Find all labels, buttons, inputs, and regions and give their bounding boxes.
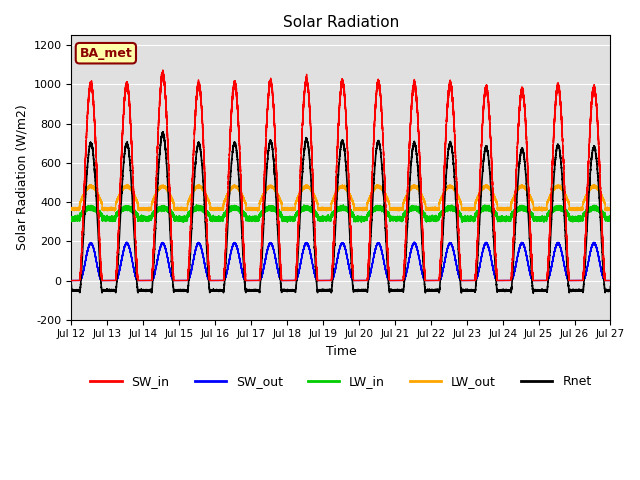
SW_out <box>410 239 418 245</box>
Rnet <box>466 288 474 294</box>
LW_out <box>74 206 82 212</box>
LW_in <box>74 215 82 220</box>
Line: LW_in: LW_in <box>72 204 611 222</box>
Rnet <box>499 287 506 293</box>
Line: SW_in: SW_in <box>72 70 611 280</box>
SW_in <box>68 277 76 283</box>
LW_in <box>466 217 474 223</box>
Legend: SW_in, SW_out, LW_in, LW_out, Rnet: SW_in, SW_out, LW_in, LW_out, Rnet <box>85 370 596 393</box>
LW_out <box>607 205 614 211</box>
Rnet <box>483 146 491 152</box>
X-axis label: Time: Time <box>326 345 356 358</box>
LW_in <box>483 205 491 211</box>
Rnet <box>68 283 76 288</box>
LW_out <box>172 205 179 211</box>
Text: BA_met: BA_met <box>79 47 132 60</box>
SW_out <box>74 277 82 283</box>
SW_out <box>579 277 587 283</box>
SW_out <box>607 277 614 283</box>
SW_out <box>466 277 474 283</box>
LW_out <box>124 181 131 187</box>
Rnet <box>159 129 166 134</box>
LW_out <box>254 208 262 214</box>
SW_in <box>483 86 491 92</box>
SW_in <box>159 67 166 73</box>
LW_in <box>579 212 587 217</box>
Line: SW_out: SW_out <box>72 242 611 280</box>
Rnet <box>172 288 179 293</box>
SW_in <box>466 277 474 283</box>
SW_in <box>499 277 506 283</box>
SW_in <box>74 277 82 283</box>
Rnet <box>529 290 537 296</box>
LW_in <box>499 215 506 220</box>
Rnet <box>74 287 82 293</box>
SW_in <box>172 277 179 283</box>
SW_out <box>172 277 179 283</box>
LW_out <box>483 183 491 189</box>
Line: Rnet: Rnet <box>72 132 611 293</box>
LW_out <box>466 205 474 211</box>
SW_out <box>483 241 491 247</box>
LW_in <box>607 217 614 223</box>
LW_in <box>358 219 365 225</box>
Rnet <box>579 288 587 294</box>
LW_in <box>172 216 179 222</box>
Line: LW_out: LW_out <box>72 184 611 211</box>
LW_out <box>499 206 506 212</box>
Title: Solar Radiation: Solar Radiation <box>283 15 399 30</box>
LW_in <box>193 202 200 207</box>
LW_out <box>68 207 76 213</box>
Y-axis label: Solar Radiation (W/m2): Solar Radiation (W/m2) <box>15 105 28 251</box>
SW_in <box>579 276 587 282</box>
SW_out <box>499 277 506 283</box>
LW_in <box>68 216 76 222</box>
LW_out <box>579 200 587 206</box>
SW_in <box>607 277 614 283</box>
SW_out <box>68 277 76 283</box>
Rnet <box>607 284 614 290</box>
